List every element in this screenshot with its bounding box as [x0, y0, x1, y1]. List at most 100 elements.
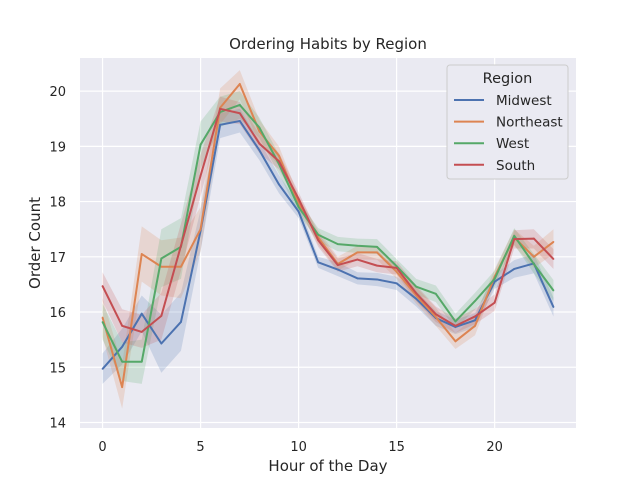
- x-axis-ticks: 0 5 10 15 20: [98, 440, 503, 455]
- point-midwest: [395, 282, 398, 285]
- point-west: [434, 292, 437, 295]
- point-west: [238, 104, 241, 106]
- point-south: [513, 238, 516, 241]
- y-tick-label: 18: [49, 196, 66, 211]
- point-midwest: [356, 277, 359, 280]
- legend-title: Region: [483, 71, 533, 87]
- point-south: [180, 244, 182, 247]
- point-midwest: [180, 321, 182, 323]
- point-west: [493, 278, 496, 280]
- point-midwest: [415, 297, 418, 300]
- point-northeast: [454, 340, 457, 343]
- chart-title: Ordering Habits by Region: [229, 35, 427, 53]
- point-northeast: [376, 251, 378, 254]
- point-west: [513, 234, 516, 237]
- x-tick-label: 5: [196, 440, 204, 455]
- y-axis-ticks: 14 15 16 17 18 19 20: [49, 85, 66, 431]
- point-south: [101, 285, 104, 287]
- point-midwest: [336, 268, 339, 271]
- legend-label-west: West: [496, 136, 529, 152]
- point-south: [238, 112, 241, 115]
- point-west: [160, 257, 163, 260]
- legend-label-northeast: Northeast: [496, 115, 563, 131]
- point-west: [297, 206, 300, 209]
- point-northeast: [140, 253, 143, 255]
- point-northeast: [199, 228, 202, 231]
- line-west: [101, 103, 555, 363]
- point-west: [454, 320, 457, 323]
- legend-label-south: South: [496, 158, 535, 174]
- point-west: [317, 233, 320, 236]
- point-west: [552, 289, 555, 292]
- band-midwest: [102, 108, 554, 384]
- series-lines: [101, 82, 555, 389]
- point-midwest: [160, 342, 163, 345]
- y-axis-label: Order Count: [26, 197, 44, 289]
- point-midwest: [376, 278, 378, 281]
- point-south: [297, 197, 300, 200]
- point-midwest: [258, 149, 261, 152]
- point-northeast: [101, 316, 104, 319]
- point-west: [356, 244, 359, 247]
- point-west: [415, 285, 418, 288]
- point-south: [121, 324, 124, 327]
- point-south: [474, 315, 476, 318]
- y-tick-label: 20: [49, 85, 66, 100]
- point-midwest: [101, 368, 104, 370]
- point-midwest: [513, 268, 516, 270]
- point-west: [532, 263, 535, 265]
- point-south: [395, 266, 398, 269]
- legend-label-midwest: Midwest: [496, 93, 552, 109]
- point-south: [336, 264, 339, 266]
- band-west: [102, 91, 554, 384]
- point-northeast: [297, 202, 300, 205]
- x-tick-label: 10: [290, 440, 307, 455]
- point-northeast: [180, 265, 182, 268]
- point-west: [121, 360, 124, 363]
- x-axis-label: Hour of the Day: [268, 457, 387, 475]
- point-west: [336, 243, 339, 246]
- legend: Region Midwest Northeast West South: [446, 64, 569, 180]
- point-midwest: [474, 319, 476, 322]
- point-south: [219, 107, 222, 110]
- point-south: [454, 324, 457, 327]
- line-northeast: [101, 82, 555, 389]
- point-south: [532, 237, 535, 240]
- point-west: [199, 143, 202, 146]
- point-northeast: [356, 251, 359, 254]
- legend-items: Midwest Northeast West South: [454, 93, 563, 174]
- point-midwest: [238, 120, 241, 122]
- point-south: [415, 292, 418, 295]
- point-west: [258, 126, 261, 129]
- point-south: [278, 160, 280, 163]
- point-northeast: [532, 255, 535, 258]
- point-south: [258, 142, 261, 145]
- point-midwest: [278, 183, 280, 186]
- x-tick-label: 20: [486, 440, 503, 455]
- point-west: [395, 265, 398, 268]
- point-south: [160, 315, 163, 317]
- y-tick-label: 16: [49, 306, 66, 321]
- point-midwest: [493, 280, 496, 283]
- x-tick-label: 15: [388, 440, 405, 455]
- point-northeast: [258, 130, 261, 133]
- point-northeast: [121, 386, 124, 389]
- point-south: [140, 331, 143, 333]
- point-midwest: [297, 210, 300, 213]
- point-northeast: [160, 265, 163, 268]
- point-south: [356, 258, 359, 261]
- point-south: [552, 258, 555, 260]
- point-west: [376, 245, 378, 248]
- point-south: [434, 313, 437, 316]
- y-tick-label: 17: [49, 251, 66, 266]
- line-south: [101, 107, 555, 333]
- point-northeast: [552, 241, 555, 243]
- point-midwest: [219, 123, 222, 126]
- point-midwest: [121, 345, 124, 348]
- point-midwest: [552, 306, 555, 308]
- point-south: [376, 264, 378, 267]
- point-south: [199, 174, 202, 177]
- point-northeast: [474, 324, 476, 327]
- point-northeast: [238, 83, 241, 85]
